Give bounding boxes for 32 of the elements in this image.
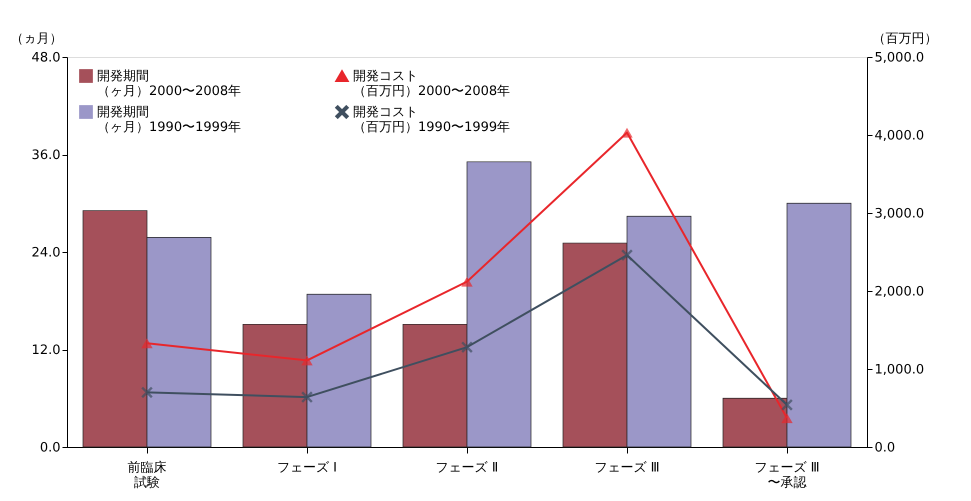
legend-label: 開発期間（ヶ月）1990〜1999年: [97, 105, 242, 135]
point: [781, 399, 793, 411]
legend-label: 開発コスト（百万円）2000〜2008年: [353, 69, 510, 99]
y-axis-title: （ヵ月）: [10, 32, 62, 46]
x-tick-label: フェーズ Ⅲ: [594, 460, 660, 476]
legend-label: 開発コスト（百万円）1990〜1999年: [353, 105, 510, 135]
y2-tick-label: 4,000.0: [874, 128, 924, 144]
point: [461, 341, 473, 353]
point: [461, 276, 473, 287]
x-tick-label: フェーズ Ⅲ〜承認: [754, 460, 820, 490]
x-tick-label: フェーズ Ⅱ: [436, 460, 498, 476]
x-tick-label: フェーズ Ⅰ: [277, 460, 337, 476]
point: [301, 391, 313, 403]
y2-tick-label: 1,000.0: [874, 362, 924, 378]
x-tick-label: 前臨床試験: [128, 460, 166, 490]
y-tick-label: 36.0: [32, 148, 60, 163]
point: [621, 128, 633, 138]
y2-tick-label: 3,000.0: [874, 206, 924, 222]
point: [141, 386, 153, 398]
y-tick-label: 12.0: [32, 343, 60, 358]
legend-label: 開発期間（ヶ月）2000〜2008年: [97, 69, 242, 99]
y-tick-label: 24.0: [32, 246, 60, 260]
point: [301, 355, 313, 366]
y2-tick-label: 0.0: [874, 440, 896, 456]
point: [781, 413, 793, 424]
y2-tick-label: 2,000.0: [874, 284, 924, 300]
y2-tick-label: 5,000.0: [874, 50, 924, 66]
y-tick-label: 0.0: [40, 440, 60, 456]
point: [621, 249, 633, 261]
y-tick-label: 48.0: [32, 50, 60, 66]
point: [141, 338, 153, 348]
y2-axis-title: （百万円）: [872, 32, 938, 46]
